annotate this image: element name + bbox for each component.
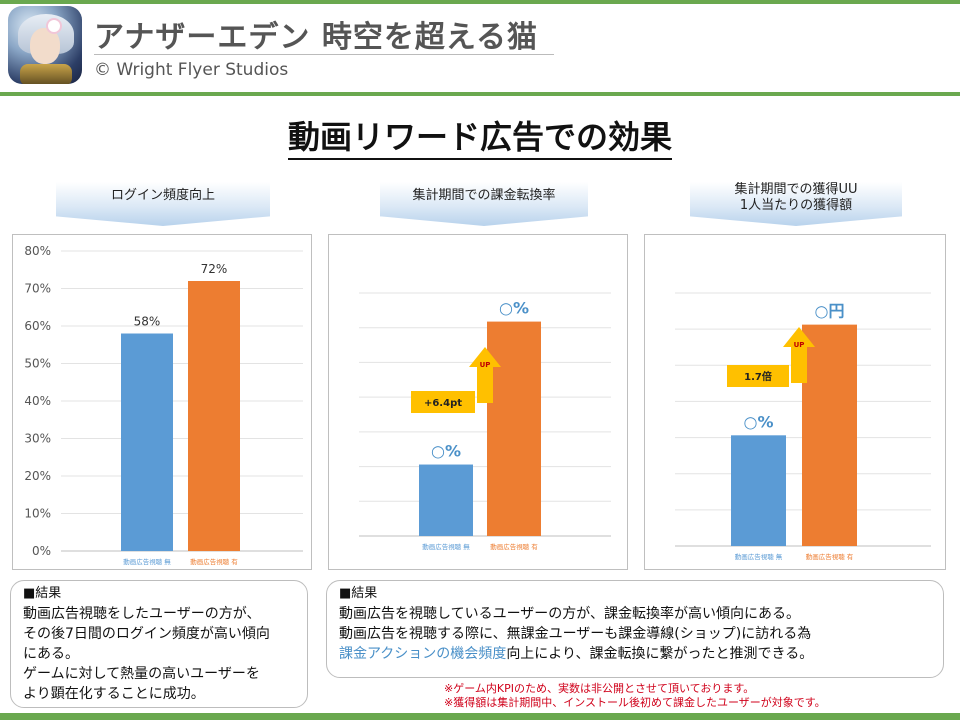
bar-no-view: [419, 464, 473, 536]
chart-conversion: ○% 動画広告視聴 無 ○% 動画広告視聴 有 UP +6.4pt: [359, 292, 611, 551]
result-left-line: にある。: [23, 646, 79, 662]
annotation-text: 1.7倍: [744, 370, 772, 383]
data-label: ○%: [431, 442, 461, 461]
data-label: 58%: [134, 315, 161, 329]
y-tick-label: 60%: [24, 319, 51, 333]
chart-panel-revenue: ○% 動画広告視聴 無 ○円動画広告視聴 有 UP 1.7倍: [644, 234, 946, 570]
result-right-line: 動画広告を視聴しているユーザーの方が、課金転換率が高い傾向にある。: [339, 606, 801, 622]
up-arrow-icon: [469, 347, 501, 403]
top-accent-bar: [0, 0, 960, 4]
app-icon: [8, 6, 82, 84]
result-left-line: ゲームに対して熱量の高いユーザーを: [23, 666, 260, 682]
up-arrow-label: UP: [480, 361, 491, 369]
y-tick-label: 80%: [24, 244, 51, 258]
result-box-left: ■結果 動画広告視聴をしたユーザーの方が、 その後7日間のログイン頻度が高い傾向…: [10, 580, 308, 708]
chart-panel-conversion: ○% 動画広告視聴 無 ○% 動画広告視聴 有 UP +6.4pt: [328, 234, 628, 570]
panel-label-conversion: 集計期間での課金転換率: [380, 182, 588, 226]
app-title: アナザーエデン 時空を超える猫: [94, 20, 538, 55]
category-label: 動画広告視聴 無: [735, 552, 783, 561]
result-box-right: ■結果 動画広告を視聴しているユーザーの方が、課金転換率が高い傾向にある。 動画…: [326, 580, 944, 678]
panel-label-revenue: 集計期間での獲得UU 1人当たりの獲得額: [690, 182, 902, 226]
bar-no-view: [731, 435, 786, 546]
category-label: 動画広告視聴 無: [123, 557, 171, 566]
page-title: 動画リワード広告での効果: [0, 112, 960, 160]
result-right-title: ■結果: [339, 586, 378, 601]
footnote-revenue: ※獲得額は集計期間中、インストール後初めて課金したユーザーが対象です。: [444, 696, 826, 709]
bar-viewed: [802, 324, 857, 546]
chart-panel-login: 0% 10% 20% 30% 40% 50% 60% 70% 80% 58% 動画広告視聴 無 72%…: [12, 234, 312, 570]
y-tick-label: 70%: [24, 282, 51, 296]
title-divider: [94, 54, 554, 55]
header-accent-bar: [0, 92, 960, 96]
y-tick-label: 40%: [24, 394, 51, 408]
footer-accent-bar: [0, 713, 960, 720]
result-right-line: 動画広告を視聴する際に、無課金ユーザーも課金導線(ショップ)に訪れる為: [339, 626, 812, 642]
result-left-line: より顕在化することに成功。: [23, 686, 205, 702]
result-right-line: 課金アクションの機会頻度向上により、課金転換に繋がったと推測できる。: [339, 644, 931, 664]
result-right-line-rest: 向上により、課金転換に繋がったと推測できる。: [506, 646, 814, 662]
bar-viewed: [487, 321, 541, 536]
result-left-line: 動画広告視聴をしたユーザーの方が、: [23, 606, 261, 622]
data-label: ○円: [815, 302, 845, 321]
result-left-title: ■結果: [23, 586, 62, 601]
category-label: 動画広告視聴 有: [806, 552, 854, 561]
panel-label-login: ログイン頻度向上: [56, 182, 270, 226]
bar-no-view: [121, 333, 173, 551]
annotation-box: [411, 391, 475, 413]
y-tick-label: 0%: [32, 544, 51, 558]
up-arrow-label: UP: [794, 341, 805, 349]
data-label: ○%: [499, 299, 529, 318]
data-label: ○%: [744, 412, 774, 431]
bar-viewed: [188, 281, 240, 551]
annotation-text: +6.4pt: [424, 398, 462, 409]
category-label: 動画広告視聴 有: [490, 542, 538, 551]
y-tick-label: 30%: [24, 432, 51, 446]
y-tick-label: 20%: [24, 469, 51, 483]
footnote-kpi: ※ゲーム内KPIのため、実数は非公開とさせて頂いております。: [444, 682, 755, 695]
chart-login: 0% 10% 20% 30% 40% 50% 60% 70% 80% 58% 動画広告視聴 無 72%…: [24, 244, 303, 566]
result-left-line: その後7日間のログイン頻度が高い傾向: [23, 626, 270, 642]
up-arrow-icon: [783, 327, 815, 383]
annotation-box: [727, 365, 789, 387]
y-tick-label: 10%: [24, 507, 51, 521]
category-label: 動画広告視聴 有: [190, 557, 238, 566]
copyright-text: © Wright Flyer Studios: [94, 60, 289, 80]
data-label: 72%: [201, 262, 228, 276]
category-label: 動画広告視聴 無: [422, 542, 470, 551]
page-title-text: 動画リワード広告での効果: [287, 118, 672, 160]
y-tick-label: 50%: [24, 357, 51, 371]
result-right-highlight: 課金アクションの機会頻度: [339, 646, 507, 662]
